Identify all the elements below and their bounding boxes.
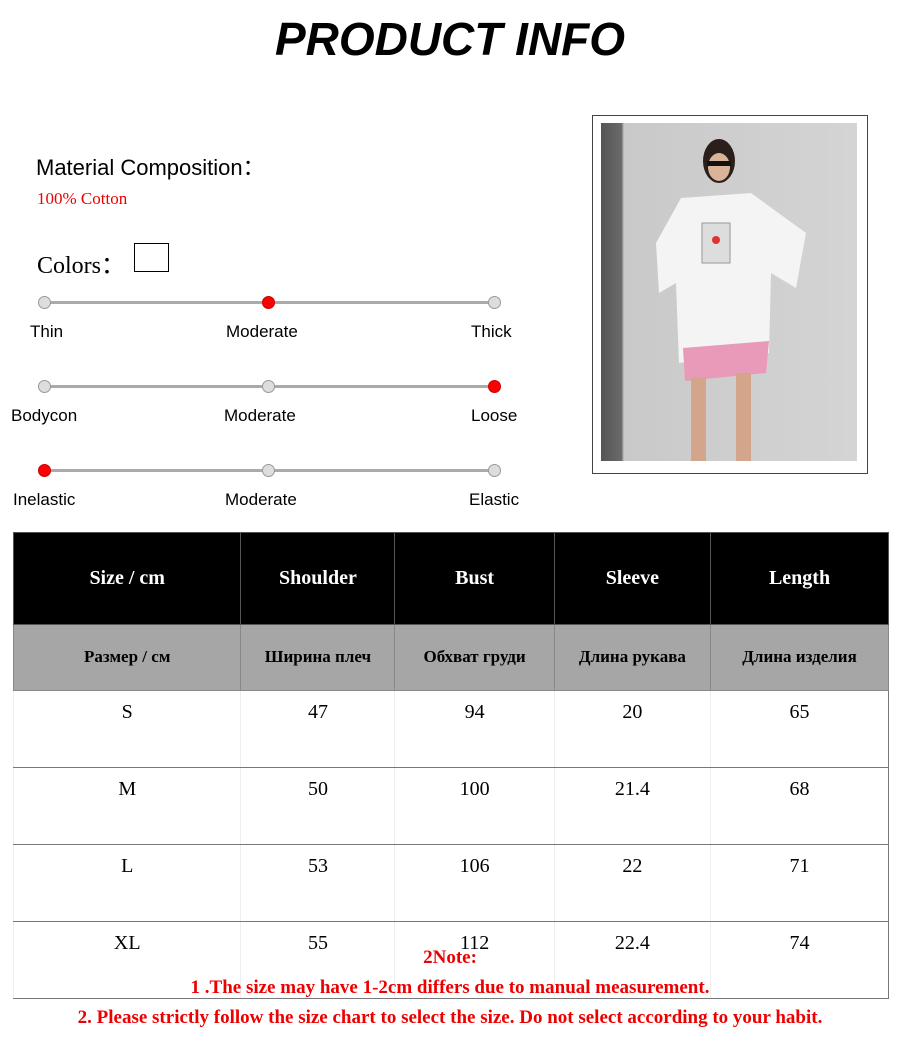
scale-point-loose <box>488 380 501 393</box>
product-photo-frame <box>592 115 868 474</box>
table-cell: 47 <box>240 690 395 768</box>
scale-label: Thin <box>30 322 64 341</box>
table-cell: M <box>12 767 241 845</box>
table-cell: 21.4 <box>553 767 711 845</box>
scale-point-bodycon <box>38 380 51 393</box>
column-header-ru: Длина изделия <box>710 624 889 691</box>
color-swatch-white[interactable] <box>134 243 169 272</box>
table-cell: 71 <box>710 844 889 922</box>
column-header-ru: Ширина плеч <box>240 624 396 691</box>
size-chart-table: Size / cm Shoulder Bust Sleeve Length Размер… <box>12 532 889 999</box>
note-2: 2. Please strictly follow the size chart… <box>77 1007 823 1028</box>
scale-point-moderate <box>262 464 275 477</box>
scale-point-elastic <box>488 464 501 477</box>
table-cell: S <box>12 690 241 768</box>
column-header: Shoulder <box>240 532 396 625</box>
note-heading: 2Note: <box>423 947 477 968</box>
column-header-ru: Длина рукава <box>553 624 712 691</box>
table-cell: 22.4 <box>553 921 711 999</box>
note-1: 1 .The size may have 1-2cm differs due t… <box>190 977 710 998</box>
table-row: L 53 106 22 71 <box>12 844 889 922</box>
table-cell: 53 <box>240 844 395 922</box>
table-cell: 68 <box>710 767 889 845</box>
scale-label: Bodycon <box>11 406 78 425</box>
scale-label: Inelastic <box>13 490 76 509</box>
column-header: Sleeve <box>553 532 712 625</box>
column-header-ru: Обхват груди <box>394 624 555 691</box>
table-cell: 100 <box>394 767 555 845</box>
table-cell: 94 <box>394 690 555 768</box>
product-photo <box>601 123 857 461</box>
scale-label: Moderate <box>224 406 296 425</box>
column-header: Length <box>710 532 889 625</box>
page-title: PRODUCT INFO <box>274 13 626 65</box>
scale-point-thin <box>38 296 51 309</box>
table-cell: 22 <box>553 844 711 922</box>
scale-label: Thick <box>471 322 512 341</box>
table-cell: 74 <box>710 921 889 999</box>
table-cell: 20 <box>553 690 711 768</box>
material-value: 100% Cotton <box>37 189 128 208</box>
table-cell: 112 <box>394 921 555 999</box>
material-label: Material Composition： <box>36 155 265 180</box>
table-cell: XL <box>12 921 241 999</box>
column-header: Bust <box>394 532 555 625</box>
scale-label: Loose <box>471 406 518 425</box>
column-header: Size / cm <box>12 532 242 625</box>
table-row: M 50 100 21.4 68 <box>12 767 889 845</box>
model-illustration <box>656 139 806 461</box>
column-header-ru: Размер / см <box>12 624 242 691</box>
scale-point-thick <box>488 296 501 309</box>
table-cell: 50 <box>240 767 395 845</box>
table-cell: 55 <box>240 921 395 999</box>
colors-label: Colors： <box>37 253 126 279</box>
scale-point-moderate <box>262 380 275 393</box>
table-row: XL 55 112 22.4 74 <box>12 921 889 999</box>
table-cell: L <box>12 844 241 922</box>
table-cell: 106 <box>394 844 555 922</box>
scale-point-inelastic <box>38 464 51 477</box>
scale-label: Moderate <box>226 322 298 341</box>
scale-point-moderate <box>262 296 275 309</box>
table-row: S 47 94 20 65 <box>12 690 889 768</box>
table-cell: 65 <box>710 690 889 768</box>
scale-label: Elastic <box>469 490 520 509</box>
scale-label: Moderate <box>225 490 297 509</box>
